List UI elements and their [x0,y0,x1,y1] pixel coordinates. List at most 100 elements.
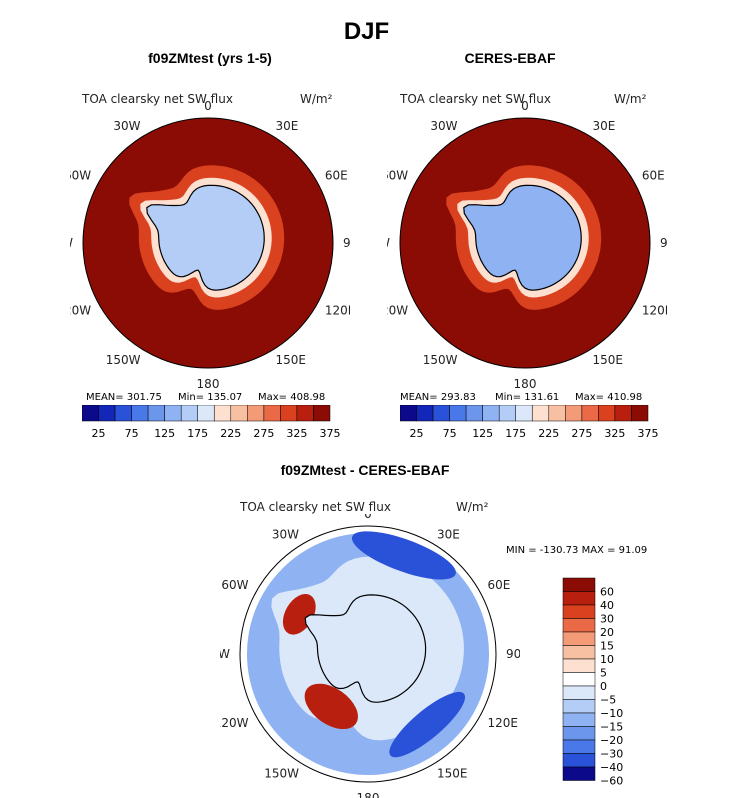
lon-label-upper-right: 30E [276,119,299,133]
field-ross-sea [304,683,358,730]
lon-label-left-lower: 120W [70,304,91,318]
colorbar-tick-label: −10 [600,707,623,720]
colorbar-swatch [416,405,434,422]
lon-label-right: 90E [343,236,350,250]
colorbar-swatch [114,405,132,422]
colorbar-swatch [598,405,616,422]
lon-label-right-upper: 60E [488,578,511,592]
colorbar-swatch [247,405,265,422]
colorbar-swatch [197,405,215,422]
field-continent [463,185,582,291]
colorbar-swatch [482,405,500,422]
panel3-title: f09ZMtest - CERES-EBAF [280,462,450,478]
panel2-min: Min= 131.61 [495,392,560,403]
colorbar-tick-label: 15 [600,640,614,653]
map-frame [82,117,334,369]
colorbar-swatch [164,405,182,422]
colorbar-swatch [313,405,331,422]
colorbar-swatch [131,405,149,422]
panel1-mean: MEAN= 301.75 [86,392,162,403]
colorbar-swatch [98,405,116,422]
lon-label-top: 0 [521,100,529,113]
colorbar-swatch [562,672,596,687]
lon-label-lower-left: 150W [106,353,141,367]
lon-label-left-upper: 60W [387,169,408,183]
colorbar-tick-label: 10 [600,653,614,666]
panel1-colorbar: 25 75 125 175 225 275 325 375 [82,405,341,440]
colorbar-tick-label: −5 [600,694,616,707]
colorbar-swatch [562,618,596,633]
colorbar-tick-label: 175 [187,427,208,440]
colorbar-swatch [562,645,596,660]
lon-label-lower-right: 150E [593,353,624,367]
panel3-units: W/m² [456,500,489,514]
field-continent [146,185,265,291]
colorbar-tick-label: 20 [600,626,614,639]
colorbar-tick-label: 75 [443,427,457,440]
panel1-units: W/m² [300,92,333,106]
colorbar-swatch [400,405,417,422]
colorbar-tick-label: 375 [320,427,341,440]
colorbar-swatch [82,405,99,422]
colorbar-swatch [449,405,467,422]
panel3-minmax: MIN = -130.73 MAX = 91.09 [506,545,648,556]
lon-label-top: 0 [364,514,372,521]
panel1-map: 0 30E 60E 90E 120E 150E 180 150W 120W 90W 60W 30W [70,100,350,390]
panel1-min: Min= 135.07 [178,392,243,403]
colorbar-tick-label: 75 [125,427,139,440]
colorbar-tick-label: 325 [286,427,307,440]
colorbar-tick-label: 125 [472,427,493,440]
field-continent [305,594,426,703]
colorbar-tick-label: 275 [253,427,274,440]
colorbar-swatch [562,739,596,754]
colorbar-swatch [581,405,599,422]
lon-label-right-upper: 60E [642,169,665,183]
colorbar-swatch [532,405,550,422]
colorbar-tick-label: 25 [410,427,424,440]
panel2-title: CERES-EBAF [464,50,556,66]
lon-label-bottom: 180 [197,377,220,390]
colorbar-tick-label: −40 [600,761,623,774]
panel2-units: W/m² [614,92,647,106]
antarctica-coastline [146,184,265,291]
colorbar-swatch [280,405,298,422]
lon-label-lower-right: 150E [437,767,468,781]
lon-label-left-lower: 120W [387,304,408,318]
colorbar-swatch [562,753,596,768]
colorbar-swatch [562,766,596,781]
colorbar-swatch [498,405,516,422]
panel2-colorbar: 25 75 125 175 225 275 325 375 [400,405,659,440]
colorbar-tick-label: 0 [600,680,607,693]
panel1-title: f09ZMtest (yrs 1-5) [148,50,272,66]
lon-label-lower-right: 150E [276,353,307,367]
lon-label-right-lower: 120E [488,716,519,730]
colorbar-tick-label: 275 [571,427,592,440]
lon-label-left-lower: 120W [220,716,249,730]
colorbar-swatch [562,699,596,714]
colorbar-swatch [562,658,596,673]
colorbar-swatch [562,577,596,592]
colorbar-tick-label: 225 [538,427,559,440]
lon-label-right-upper: 60E [325,169,348,183]
lon-label-left: 90W [70,236,73,250]
map-frame [399,117,651,369]
colorbar-swatch [214,405,232,422]
colorbar-swatch [562,591,596,606]
colorbar-tick-label: 375 [638,427,659,440]
colorbar-swatch [548,405,566,422]
colorbar-tick-label: 5 [600,667,607,680]
lon-label-upper-right: 30E [593,119,616,133]
map-frame [239,525,497,783]
panel3-variable: TOA clearsky net SW flux [240,500,391,514]
colorbar-swatch [432,405,450,422]
colorbar-tick-label: 25 [92,427,106,440]
colorbar-swatch [562,604,596,619]
field-south-atlantic [351,531,456,580]
antarctica-coastline [463,184,582,291]
colorbar-tick-label: −30 [600,748,623,761]
colorbar-swatch [180,405,198,422]
lon-label-left-upper: 60W [70,169,91,183]
colorbar-swatch [562,726,596,741]
colorbar-tick-label: −15 [600,721,623,734]
